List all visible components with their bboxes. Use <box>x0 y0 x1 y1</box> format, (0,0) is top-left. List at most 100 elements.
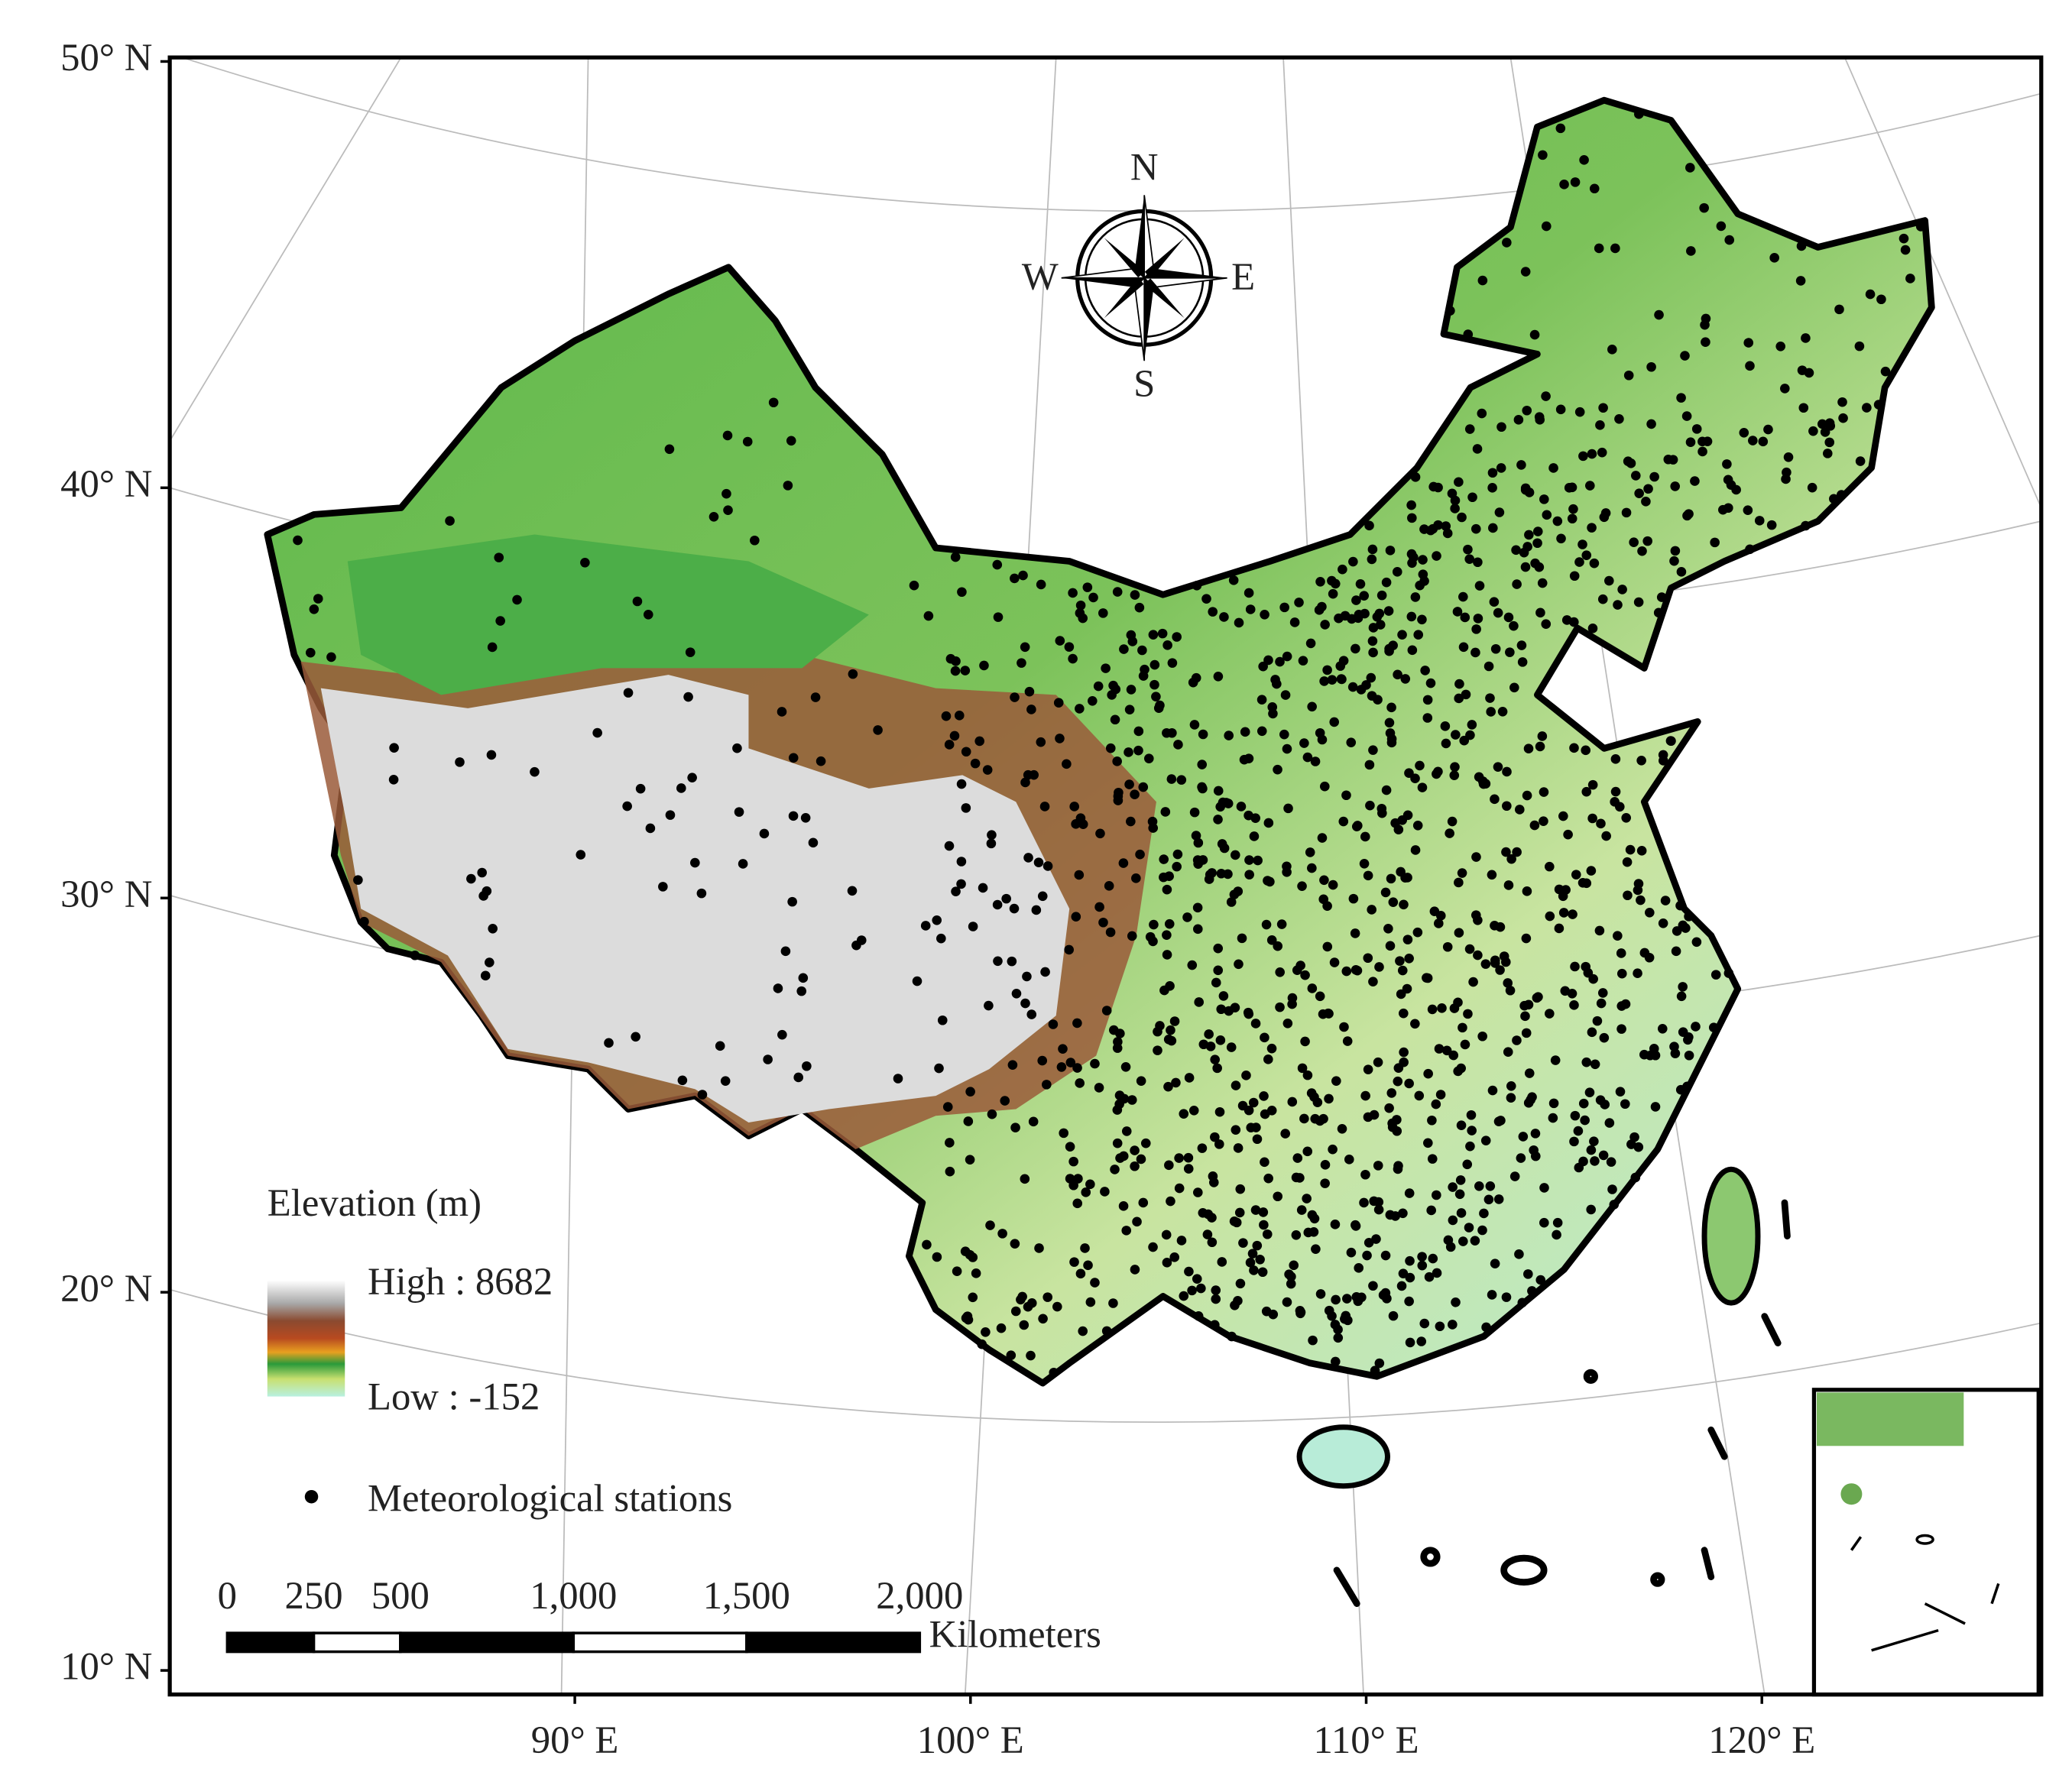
station <box>1643 484 1653 494</box>
station <box>1065 1058 1076 1067</box>
station <box>1179 1291 1189 1301</box>
station <box>1354 1263 1364 1273</box>
hainan <box>1296 1424 1390 1489</box>
station <box>763 1054 773 1064</box>
station <box>965 1087 975 1097</box>
station <box>1587 523 1597 533</box>
station <box>961 803 971 813</box>
station <box>1075 704 1085 714</box>
station <box>1822 449 1833 458</box>
station <box>487 642 498 653</box>
station <box>1235 1278 1246 1289</box>
station <box>1610 243 1620 254</box>
station <box>1569 1136 1579 1147</box>
station <box>1462 1159 1473 1170</box>
station <box>1691 937 1702 948</box>
station <box>1130 1161 1140 1171</box>
station <box>1163 1034 1174 1045</box>
station <box>1365 800 1375 811</box>
station <box>1330 578 1341 589</box>
station <box>623 688 634 698</box>
station <box>1684 509 1694 519</box>
station <box>485 957 494 967</box>
station <box>645 823 656 834</box>
station <box>1797 365 1808 375</box>
station <box>1042 1080 1052 1090</box>
station <box>777 707 787 717</box>
station <box>1743 338 1754 348</box>
station <box>1683 1035 1693 1045</box>
station <box>1263 818 1274 828</box>
station <box>1191 672 1201 683</box>
compass-s: S <box>1133 362 1155 405</box>
station <box>1467 720 1477 730</box>
station <box>1594 925 1605 936</box>
station <box>777 1029 787 1040</box>
station <box>1171 1077 1181 1088</box>
station <box>1348 556 1358 567</box>
station <box>1211 1294 1221 1304</box>
station <box>1615 1087 1626 1097</box>
station <box>1542 510 1552 520</box>
station <box>1570 177 1581 187</box>
station <box>580 557 590 568</box>
station <box>389 743 399 753</box>
station <box>1392 1126 1402 1136</box>
station <box>1310 756 1321 766</box>
station <box>1216 1004 1227 1015</box>
station <box>1598 403 1608 413</box>
station <box>1589 558 1600 569</box>
elevation-ramp <box>267 1280 345 1397</box>
station <box>1162 884 1172 895</box>
station <box>1040 967 1050 977</box>
station <box>979 660 989 671</box>
station <box>1825 421 1836 431</box>
station <box>1386 1088 1397 1098</box>
station <box>1268 1309 1279 1320</box>
station <box>1454 877 1464 888</box>
station <box>949 731 960 741</box>
station <box>1836 490 1847 500</box>
station <box>1485 1181 1496 1191</box>
station <box>1539 1217 1549 1228</box>
station <box>1581 745 1590 756</box>
station <box>1396 867 1406 877</box>
station <box>1368 1281 1378 1291</box>
station <box>1578 1098 1589 1109</box>
station <box>1289 1260 1299 1271</box>
station <box>1522 790 1532 801</box>
station <box>1490 1259 1500 1269</box>
station <box>1311 1244 1321 1254</box>
station <box>1341 790 1351 801</box>
station <box>1604 575 1614 586</box>
station <box>1215 1035 1226 1045</box>
station <box>1399 899 1409 910</box>
station <box>410 950 420 961</box>
inset <box>1811 1388 2041 1697</box>
station <box>1829 494 1839 504</box>
legend-station-symbol <box>304 1489 319 1504</box>
station <box>1385 941 1396 951</box>
station <box>1333 1333 1344 1343</box>
station <box>1589 183 1600 194</box>
station <box>1130 789 1140 799</box>
station <box>942 1102 953 1112</box>
station <box>1523 1269 1533 1279</box>
station <box>1376 590 1387 601</box>
station <box>1230 1003 1240 1012</box>
station <box>1512 579 1522 589</box>
station <box>1586 1145 1597 1155</box>
station <box>1616 948 1626 958</box>
station <box>1474 581 1485 591</box>
station <box>1471 624 1481 634</box>
station <box>1243 1007 1253 1018</box>
station <box>1454 679 1464 689</box>
station <box>1273 941 1283 951</box>
station <box>1339 1022 1349 1032</box>
station <box>1598 1150 1609 1161</box>
station <box>1481 1322 1491 1333</box>
station <box>1233 1143 1244 1153</box>
station <box>1083 1260 1093 1271</box>
station <box>1629 1132 1639 1142</box>
station <box>1495 965 1505 975</box>
